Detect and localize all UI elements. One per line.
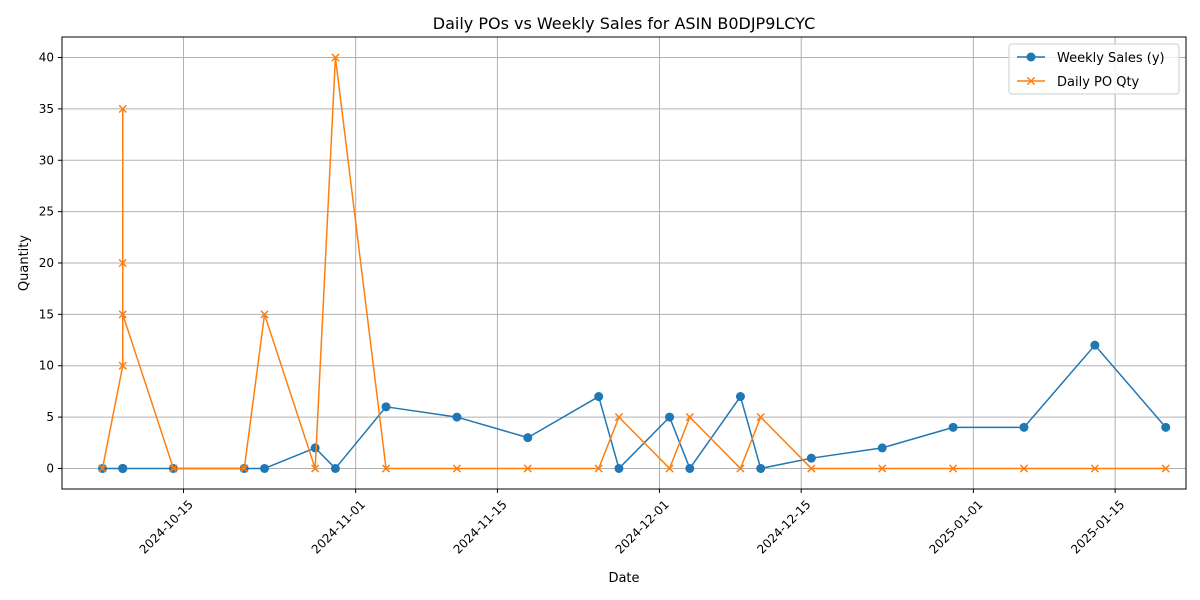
y-tick-label: 15 xyxy=(39,307,54,321)
data-point xyxy=(614,412,624,422)
data-point xyxy=(1090,464,1099,473)
data-point xyxy=(1090,340,1100,350)
y-tick-label: 20 xyxy=(39,256,54,270)
data-point xyxy=(1019,422,1029,432)
data-point xyxy=(1161,422,1171,432)
data-point xyxy=(948,422,958,432)
data-point xyxy=(594,392,604,402)
x-tick-label: 2024-11-15 xyxy=(451,497,510,556)
data-point xyxy=(523,464,532,473)
data-point xyxy=(736,464,745,473)
data-point xyxy=(807,464,816,473)
x-tick-label: 2025-01-01 xyxy=(926,497,985,556)
data-point xyxy=(665,464,674,473)
data-point xyxy=(311,464,320,473)
data-point xyxy=(756,463,766,473)
y-tick-label: 0 xyxy=(46,461,54,475)
data-point xyxy=(756,412,765,422)
data-point xyxy=(240,464,249,473)
data-point xyxy=(1019,464,1029,473)
legend-entry: Daily PO Qty xyxy=(1017,75,1140,90)
data-point xyxy=(594,464,603,473)
data-point xyxy=(806,453,816,463)
legend-marker xyxy=(1026,52,1036,62)
legend-label: Weekly Sales (y) xyxy=(1057,51,1165,66)
series-0 xyxy=(98,340,1171,473)
y-tick-label: 40 xyxy=(39,51,54,65)
data-point xyxy=(98,464,107,473)
data-point xyxy=(118,361,127,370)
data-point xyxy=(685,463,695,473)
series-layer xyxy=(98,53,1171,473)
y-tick-label: 25 xyxy=(39,205,54,219)
y-tick-label: 35 xyxy=(39,102,54,116)
x-tick-label: 2024-12-15 xyxy=(754,497,813,556)
data-point xyxy=(169,464,178,473)
legend: Weekly Sales (y) Daily PO Qty xyxy=(1008,43,1180,95)
data-point xyxy=(878,464,887,473)
data-point xyxy=(614,463,624,473)
data-point xyxy=(260,463,270,473)
data-point xyxy=(735,392,745,402)
series-line xyxy=(102,344,1167,470)
x-tick-label: 2024-11-01 xyxy=(309,497,368,556)
data-point xyxy=(310,443,320,453)
data-point xyxy=(118,258,127,268)
data-point xyxy=(118,104,127,114)
data-point xyxy=(331,53,340,62)
data-point xyxy=(118,463,128,473)
x-tick-label: 2024-12-01 xyxy=(613,497,672,556)
data-point xyxy=(948,464,958,473)
legend-label: Daily PO Qty xyxy=(1057,75,1140,90)
data-point xyxy=(381,402,391,412)
data-point xyxy=(381,464,391,473)
data-point xyxy=(665,412,675,422)
data-point xyxy=(330,463,340,473)
chart-title: Daily POs vs Weekly Sales for ASIN B0DJP… xyxy=(433,14,816,33)
y-axis-ticks: 0 5 10 15 20 25 30 35 40 xyxy=(39,51,62,475)
legend-marker xyxy=(1026,76,1036,86)
y-tick-label: 10 xyxy=(39,359,54,373)
legend-entry: Weekly Sales (y) xyxy=(1017,51,1165,66)
x-tick-label: 2024-10-15 xyxy=(137,497,196,556)
y-tick-label: 5 xyxy=(46,410,54,424)
data-point xyxy=(1161,464,1170,473)
grid xyxy=(62,37,1186,489)
data-point xyxy=(118,310,127,319)
x-axis-ticks: 2024-10-15 2024-11-01 2024-11-15 2024-12-01… xyxy=(137,489,1127,557)
data-point xyxy=(452,464,462,473)
series-1 xyxy=(98,53,1170,473)
data-point xyxy=(452,412,462,422)
x-axis-label: Date xyxy=(608,571,639,586)
data-point xyxy=(877,443,887,453)
x-tick-label: 2025-01-15 xyxy=(1068,497,1127,556)
data-point xyxy=(685,412,694,422)
data-point xyxy=(523,433,533,443)
y-axis-label: Quantity xyxy=(17,235,32,291)
data-point xyxy=(260,310,269,319)
legend-box xyxy=(1008,43,1180,95)
y-tick-label: 30 xyxy=(39,153,54,167)
